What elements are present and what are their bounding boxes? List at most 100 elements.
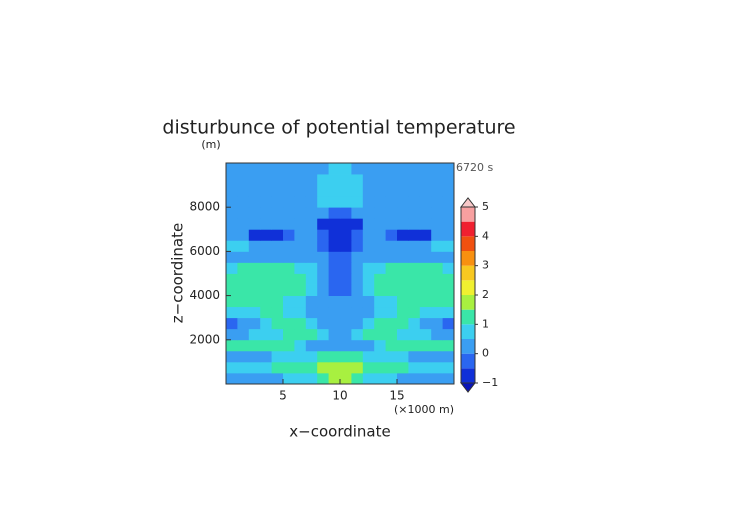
cell: [305, 295, 318, 308]
cell: [283, 273, 295, 285]
cell: [283, 306, 295, 319]
cell: [419, 339, 432, 352]
cell: [397, 306, 409, 319]
cell: [305, 262, 318, 274]
colorbar-band: [461, 251, 475, 266]
y-tick-label: 6000: [189, 244, 220, 258]
cell: [442, 218, 455, 230]
cell: [248, 229, 261, 241]
cell: [283, 251, 295, 263]
cell: [237, 372, 250, 385]
cell: [283, 229, 295, 241]
x-tick-label: 10: [332, 389, 347, 403]
cell: [271, 163, 284, 175]
cell: [385, 163, 398, 175]
cell: [419, 284, 432, 296]
colorbar-band: [461, 280, 475, 295]
cell: [305, 273, 318, 285]
colorbar-over: [459, 197, 477, 208]
cell: [385, 207, 398, 219]
cell: [374, 295, 386, 308]
cell: [442, 174, 455, 186]
cell: [397, 229, 409, 241]
cell: [442, 262, 455, 274]
cell: [397, 174, 409, 186]
cell: [419, 372, 432, 385]
cell: [260, 207, 272, 219]
cell: [317, 339, 329, 352]
cell: [226, 350, 238, 363]
cell: [351, 196, 364, 208]
cell: [237, 317, 250, 330]
cell: [305, 339, 318, 352]
cell: [340, 339, 352, 352]
cell: [408, 207, 421, 219]
cell: [340, 262, 352, 274]
cell: [271, 339, 284, 352]
cell: [362, 174, 375, 186]
colorbar-band: [461, 324, 475, 339]
cell: [442, 339, 455, 352]
cell: [431, 174, 443, 186]
cell: [374, 207, 386, 219]
cell: [237, 295, 250, 308]
cell: [408, 284, 421, 296]
cell: [385, 174, 398, 186]
cell: [385, 372, 398, 385]
cell: [397, 339, 409, 352]
cell: [271, 350, 284, 363]
cell: [260, 273, 272, 285]
colorbar-tick-label: −1: [482, 376, 498, 389]
cell: [317, 350, 329, 363]
cell: [226, 174, 238, 186]
cell: [351, 240, 364, 252]
cell: [305, 207, 318, 219]
cell: [408, 229, 421, 241]
cell: [271, 372, 284, 385]
cell: [419, 295, 432, 308]
cell: [431, 361, 443, 374]
cell: [260, 372, 272, 385]
cell: [397, 163, 409, 175]
cell: [419, 317, 432, 330]
colorbar-band: [461, 295, 475, 310]
cell: [362, 361, 375, 374]
cell: [351, 317, 364, 330]
cell: [328, 295, 341, 308]
cell: [408, 361, 421, 374]
cell: [305, 372, 318, 385]
cell: [260, 196, 272, 208]
cell: [260, 240, 272, 252]
cell: [351, 218, 364, 230]
cell: [260, 284, 272, 296]
cell: [362, 284, 375, 296]
cell: [385, 317, 398, 330]
cell: [419, 328, 432, 341]
cell: [294, 284, 307, 296]
cell: [431, 295, 443, 308]
cell: [294, 317, 307, 330]
cell: [340, 273, 352, 285]
cell: [283, 185, 295, 197]
cell: [328, 317, 341, 330]
cell: [362, 218, 375, 230]
cell: [362, 339, 375, 352]
cell: [351, 262, 364, 274]
cell: [317, 317, 329, 330]
cell: [248, 306, 261, 319]
x-axis-label: x−coordinate: [289, 423, 390, 441]
cell: [237, 273, 250, 285]
cell: [317, 174, 329, 186]
cell: [385, 273, 398, 285]
cell: [260, 361, 272, 374]
cell: [260, 229, 272, 241]
cell: [351, 350, 364, 363]
cell: [271, 251, 284, 263]
cell: [271, 361, 284, 374]
cell: [419, 207, 432, 219]
cell: [226, 185, 238, 197]
colorbar-under: [459, 382, 477, 393]
cell: [340, 185, 352, 197]
cell: [237, 218, 250, 230]
cell: [442, 306, 455, 319]
